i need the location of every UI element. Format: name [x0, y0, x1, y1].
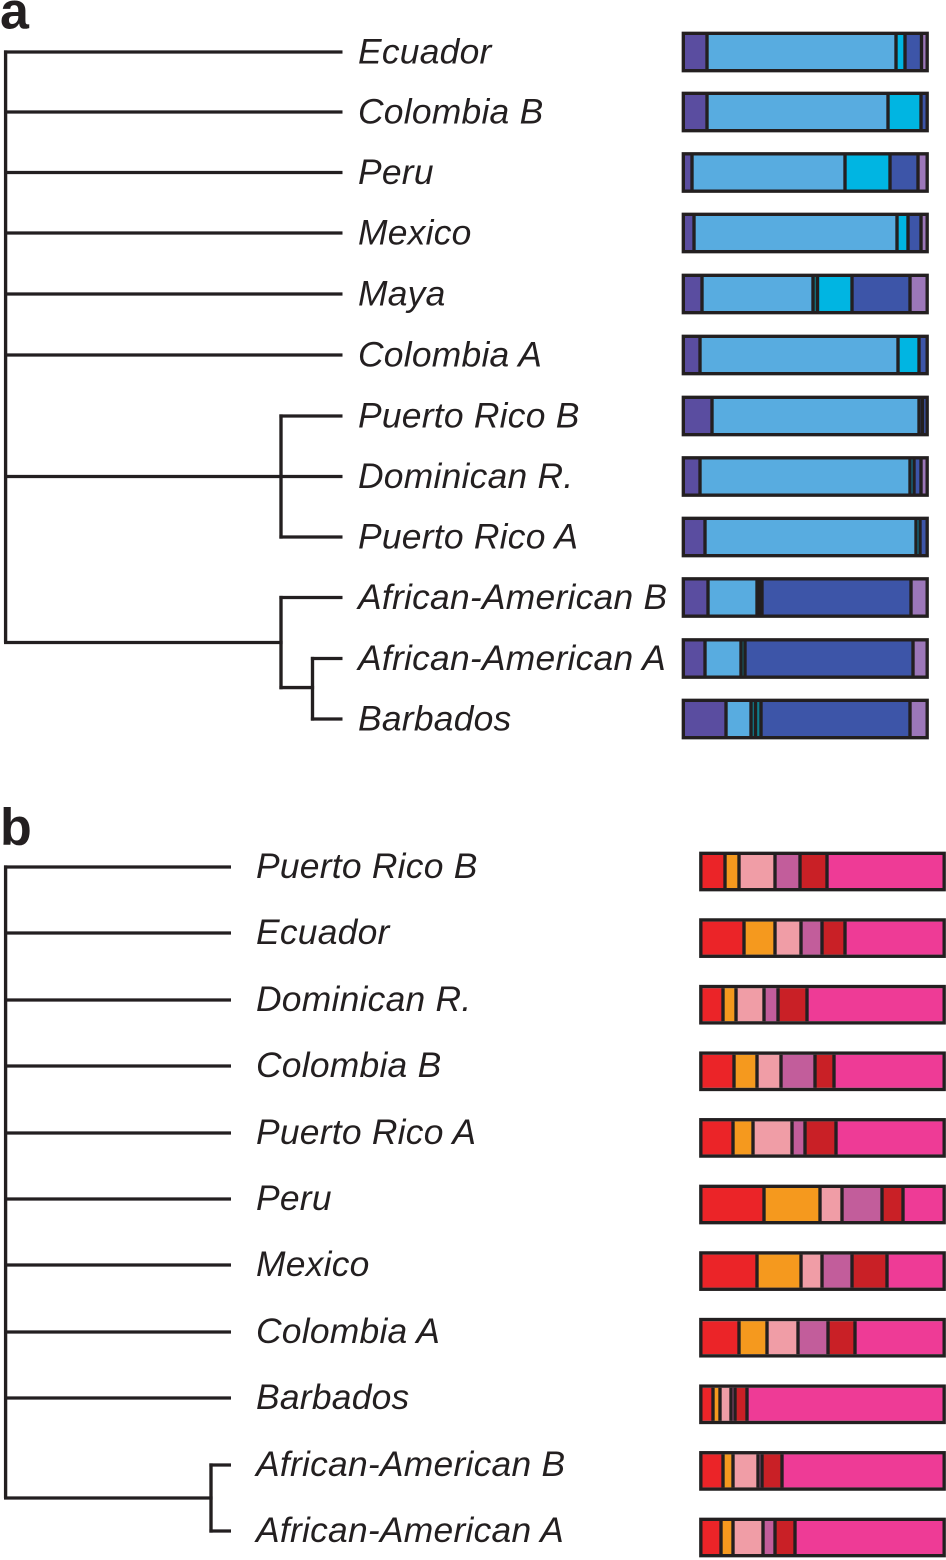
svg-text:a: a	[0, 0, 30, 41]
svg-text:Ecuador: Ecuador	[256, 912, 391, 952]
svg-text:Mexico: Mexico	[256, 1244, 370, 1284]
svg-text:African-American B: African-American B	[254, 1444, 565, 1484]
svg-text:Barbados: Barbados	[358, 699, 512, 739]
svg-text:Colombia A: Colombia A	[358, 335, 542, 375]
svg-text:Dominican R.: Dominican R.	[358, 456, 573, 496]
svg-text:Puerto Rico B: Puerto Rico B	[256, 846, 478, 886]
svg-text:Colombia B: Colombia B	[358, 92, 543, 132]
svg-text:Puerto Rico B: Puerto Rico B	[358, 396, 580, 436]
svg-text:African-American A: African-American A	[356, 638, 666, 678]
svg-text:Colombia B: Colombia B	[256, 1045, 441, 1085]
svg-text:Peru: Peru	[256, 1178, 332, 1218]
svg-text:Peru: Peru	[358, 152, 434, 192]
svg-text:African-American A: African-American A	[254, 1510, 564, 1550]
svg-text:Barbados: Barbados	[256, 1377, 410, 1417]
svg-text:Colombia A: Colombia A	[256, 1311, 440, 1351]
svg-text:Ecuador: Ecuador	[358, 32, 493, 72]
svg-text:Puerto Rico A: Puerto Rico A	[358, 517, 578, 557]
svg-text:b: b	[0, 799, 32, 857]
svg-text:African-American B: African-American B	[356, 577, 667, 617]
svg-text:Dominican R.: Dominican R.	[256, 979, 471, 1019]
svg-text:Puerto Rico A: Puerto Rico A	[256, 1112, 476, 1152]
svg-text:Mexico: Mexico	[358, 213, 472, 253]
svg-text:Maya: Maya	[358, 274, 446, 314]
